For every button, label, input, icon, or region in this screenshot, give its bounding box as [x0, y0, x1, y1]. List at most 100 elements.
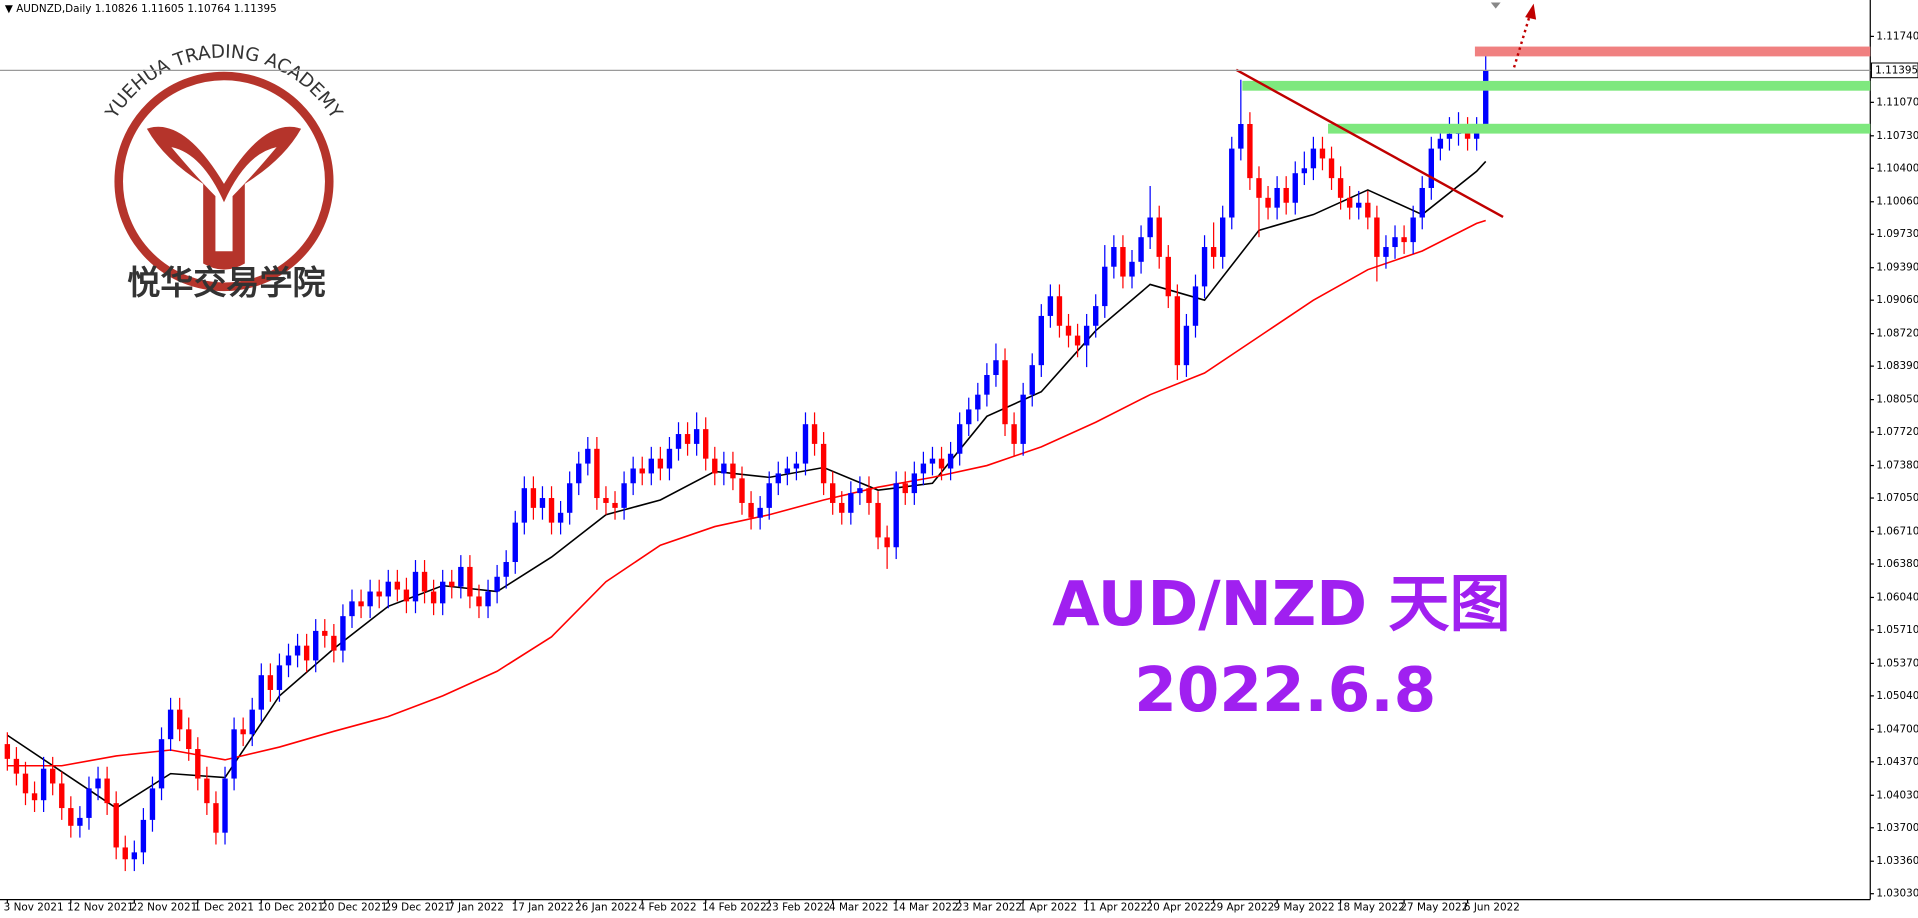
candle-body [267, 675, 274, 690]
candle-body [403, 589, 410, 602]
y-tick-label: 1.06380 [1876, 558, 1918, 570]
candle-body [966, 409, 972, 425]
candle-body [576, 463, 582, 484]
y-tick-label: 1.11740 [1876, 30, 1918, 42]
x-tick-label: 23 Feb 2022 [766, 902, 831, 914]
candle-body [1220, 217, 1226, 257]
plot: 1.11740 1.11070 1.10730 1.10400 1.10060 1.097… [4, 30, 1918, 913]
candle-body [793, 463, 800, 469]
y-tick-label: 1.07050 [1876, 492, 1918, 504]
y-tick-label: 1.11070 [1876, 96, 1918, 108]
y-tick-label: 1.07380 [1876, 460, 1918, 472]
candle-body [566, 483, 573, 513]
y-tick-label: 1.10730 [1876, 130, 1918, 142]
candle-body [1346, 197, 1353, 208]
x-tick-label: 29 Apr 2022 [1210, 902, 1274, 914]
candle-body [603, 498, 609, 503]
logo-inner [171, 147, 277, 252]
candle-body [140, 819, 147, 853]
candle-body [1038, 315, 1044, 366]
candle-body [1356, 202, 1362, 208]
candle-body [1210, 247, 1217, 257]
candle-body [1392, 237, 1398, 248]
candle-body [884, 537, 890, 548]
trend-line [1235, 68, 1504, 219]
candle-body [322, 630, 328, 636]
candle-body [149, 788, 156, 820]
y-tick-label: 1.06710 [1876, 525, 1918, 537]
candle-body [984, 374, 990, 395]
candle-body [929, 458, 936, 464]
y-tick-label: 1.09060 [1876, 294, 1918, 306]
candle-body [1319, 148, 1326, 159]
candle-body [1283, 187, 1289, 203]
candle-body [956, 424, 963, 454]
candle-body [920, 463, 927, 474]
candle-body [331, 635, 337, 651]
candle-body [839, 502, 845, 513]
candle-body [975, 394, 981, 410]
y-tick-label: 1.05710 [1876, 624, 1918, 636]
candle-body [1102, 266, 1108, 307]
candle-body [1165, 256, 1171, 297]
candle-body [1183, 325, 1190, 366]
candle-body [512, 522, 518, 563]
candle-body [612, 502, 618, 508]
candle-body [703, 429, 709, 459]
x-tick-label: 20 Dec 2021 [321, 902, 387, 914]
candle-body [657, 458, 664, 469]
candle-body [494, 576, 500, 592]
candle-body [911, 473, 918, 494]
candle-body [222, 778, 228, 833]
candle-body [104, 778, 110, 804]
candle-body [294, 645, 301, 656]
x-tick-label: 14 Mar 2022 [893, 902, 959, 914]
candle-body [1292, 173, 1298, 203]
candle-body [40, 768, 47, 801]
candle-body [1328, 158, 1335, 179]
arrow-head [1525, 3, 1537, 20]
y-tick-label: 1.08390 [1876, 360, 1918, 372]
candle-body [376, 591, 382, 597]
candle-body [1337, 178, 1344, 198]
candle-body [122, 847, 128, 860]
candle-body [875, 502, 881, 538]
candle-body [95, 778, 101, 789]
candle-body [639, 468, 645, 474]
candle-body [240, 729, 246, 735]
candle-body [195, 749, 201, 779]
candle-body [22, 773, 29, 794]
candle-body [648, 458, 654, 474]
y-tick-label: 1.04700 [1876, 723, 1918, 735]
candle-body [866, 488, 872, 503]
x-tick-label: 14 Feb 2022 [702, 902, 767, 914]
y-tick-label: 1.03030 [1876, 888, 1918, 900]
candle-body [1401, 237, 1407, 243]
candle-body [1365, 202, 1371, 218]
candle-body [476, 596, 482, 607]
candle-body [530, 488, 537, 508]
candle-body [303, 645, 310, 661]
candle-body [521, 488, 528, 523]
candle-body [77, 817, 83, 826]
candle-body [820, 443, 827, 484]
x-tick-label: 17 Jan 2022 [512, 902, 574, 914]
candle-body [367, 591, 373, 607]
candle-body [349, 601, 355, 617]
candle-body [666, 448, 673, 469]
x-tick-label: 9 May 2022 [1273, 902, 1334, 914]
candle-body [4, 744, 11, 759]
candle-body [1065, 325, 1072, 336]
candle-body [1410, 217, 1416, 243]
candle-body [830, 483, 836, 503]
header-low: 1.10764 [187, 3, 230, 15]
candle-body [621, 483, 627, 508]
candle-body [1238, 124, 1244, 149]
candle-body [848, 493, 854, 513]
candle-body [458, 566, 464, 587]
candle-body [1419, 187, 1425, 218]
candle-body [385, 581, 391, 597]
candle-body [50, 768, 56, 784]
